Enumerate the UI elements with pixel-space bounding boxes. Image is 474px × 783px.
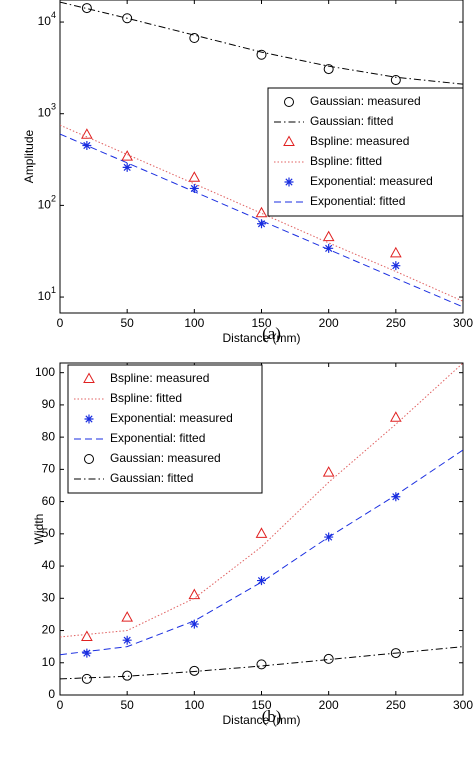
marker xyxy=(389,411,402,422)
x-axis-label: Distance (mm) xyxy=(222,713,300,727)
caption: (a) xyxy=(262,324,281,343)
x-tick-label: 200 xyxy=(319,316,339,330)
marker xyxy=(390,75,401,86)
marker xyxy=(189,32,200,43)
y-tick-label: 60 xyxy=(42,494,56,508)
marker xyxy=(257,576,266,586)
y-tick-label: 50 xyxy=(42,526,56,540)
y-tick-label: 70 xyxy=(42,462,56,476)
x-tick-label: 250 xyxy=(386,316,406,330)
marker xyxy=(391,261,401,271)
marker xyxy=(81,3,92,14)
y-axis-label: Width xyxy=(32,514,46,545)
legend-label: Gaussian: fitted xyxy=(310,114,393,128)
fit-line xyxy=(60,133,463,308)
legend-label: Exponential: fitted xyxy=(310,194,405,208)
x-tick-label: 300 xyxy=(453,316,473,330)
y-axis-label: Amplitude xyxy=(22,130,36,184)
marker xyxy=(257,219,266,229)
marker xyxy=(324,243,334,253)
marker xyxy=(84,414,94,424)
fit-line xyxy=(60,646,463,680)
marker xyxy=(322,466,335,477)
fit-line xyxy=(60,1,463,85)
marker xyxy=(189,183,199,193)
marker xyxy=(188,171,201,182)
y-tick-label: 30 xyxy=(42,590,56,604)
marker xyxy=(391,492,401,502)
marker xyxy=(323,64,334,75)
x-tick-label: 50 xyxy=(120,316,134,330)
marker xyxy=(284,97,294,107)
marker xyxy=(322,230,335,242)
fit-line xyxy=(60,363,463,638)
marker xyxy=(122,162,132,172)
marker xyxy=(81,630,93,641)
caption: (b) xyxy=(262,707,282,726)
y-tick-label: 80 xyxy=(42,429,56,443)
marker xyxy=(82,141,92,151)
marker xyxy=(81,128,93,139)
legend-label: Exponential: measured xyxy=(310,174,433,188)
y-tick-label: 10 xyxy=(42,655,56,669)
x-tick-label: 200 xyxy=(319,698,339,712)
x-tick-label: 150 xyxy=(251,316,271,330)
legend-label: Gaussian: measured xyxy=(110,451,221,465)
marker xyxy=(283,135,295,146)
marker xyxy=(81,673,92,684)
x-tick-label: 250 xyxy=(386,698,406,712)
marker xyxy=(122,670,133,681)
legend-box xyxy=(267,87,464,217)
legend-label: Gaussian: fitted xyxy=(110,471,193,485)
marker xyxy=(83,372,95,383)
x-tick-label: 50 xyxy=(120,698,134,712)
legend-label: Exponential: measured xyxy=(110,411,233,425)
marker xyxy=(390,648,401,659)
x-tick-label: 100 xyxy=(184,698,204,712)
marker xyxy=(189,619,199,629)
marker xyxy=(188,588,201,600)
y-tick-label: 103 xyxy=(38,102,56,120)
legend-label: Bspline: fitted xyxy=(110,391,182,405)
y-tick-label: 0 xyxy=(48,687,55,701)
marker xyxy=(256,659,267,670)
x-tick-label: 100 xyxy=(184,316,204,330)
x-tick-label: 0 xyxy=(57,698,64,712)
x-tick-label: 300 xyxy=(453,698,473,712)
marker xyxy=(389,246,402,258)
y-tick-label: 104 xyxy=(38,10,56,28)
marker xyxy=(82,648,92,658)
y-tick-label: 40 xyxy=(42,558,56,572)
legend-box xyxy=(67,364,263,494)
marker xyxy=(121,150,134,161)
marker xyxy=(256,49,267,60)
x-tick-label: 0 xyxy=(57,316,64,330)
marker xyxy=(122,13,133,24)
x-tick-label: 150 xyxy=(251,698,271,712)
y-tick-label: 20 xyxy=(42,623,56,637)
marker xyxy=(121,611,134,622)
marker xyxy=(323,653,334,664)
marker xyxy=(84,454,94,464)
x-axis-label: Distance (mm) xyxy=(222,331,300,345)
marker xyxy=(255,527,268,538)
legend-label: Bspline: fitted xyxy=(310,154,382,168)
y-tick-label: 102 xyxy=(38,194,56,212)
y-tick-label: 101 xyxy=(38,285,56,303)
y-tick-label: 100 xyxy=(35,365,55,379)
legend-label: Gaussian: measured xyxy=(310,94,421,108)
y-tick-label: 90 xyxy=(42,397,56,411)
marker xyxy=(284,177,294,187)
legend-label: Bspline: measured xyxy=(110,371,209,385)
legend-label: Exponential: fitted xyxy=(110,431,205,445)
marker xyxy=(122,635,132,645)
fit-line xyxy=(60,449,463,656)
marker xyxy=(189,665,200,676)
legend-label: Bspline: measured xyxy=(310,134,409,148)
